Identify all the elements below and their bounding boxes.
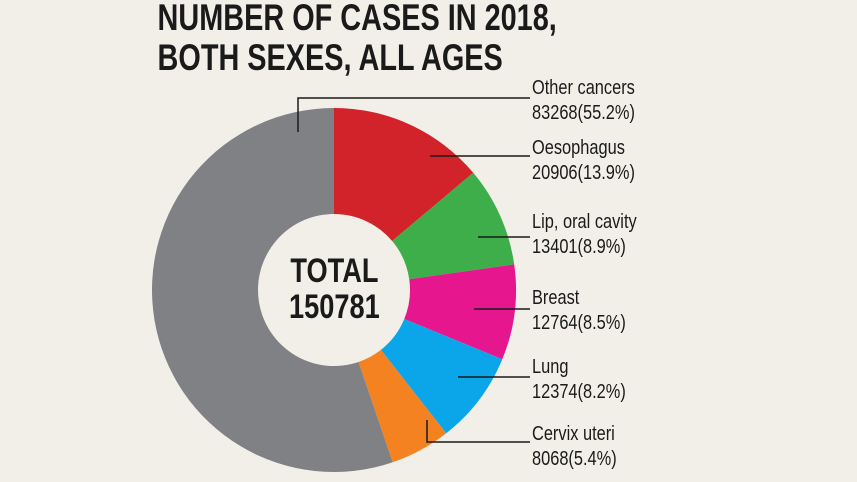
slice-label-name: Breast bbox=[532, 285, 579, 308]
leader-line bbox=[297, 97, 530, 132]
chart-title-line-2: BOTH SEXES, ALL AGES bbox=[158, 38, 503, 79]
slice-label-value: 12764(8.5%) bbox=[532, 310, 626, 333]
slice-label-name: Lip, oral cavity bbox=[532, 209, 637, 232]
center-total-label: TOTAL bbox=[290, 251, 378, 290]
slice-label-name: Other cancers bbox=[532, 75, 635, 98]
slice-label-name: Lung bbox=[532, 354, 568, 377]
slice-other-cancers bbox=[151, 108, 393, 472]
slice-cervix-uteri bbox=[358, 349, 447, 463]
slice-breast bbox=[404, 264, 516, 360]
slice-label-value: 12374(8.2%) bbox=[532, 379, 626, 402]
center-total-value: 150781 bbox=[289, 287, 380, 326]
slice-label-value: 8068(5.4%) bbox=[532, 446, 617, 469]
leader-line bbox=[426, 420, 530, 443]
slice-label-value: 13401(8.9%) bbox=[532, 234, 626, 257]
slice-label-name: Oesophagus bbox=[532, 135, 625, 158]
slice-lung bbox=[380, 318, 503, 434]
slice-label-value: 20906(13.9%) bbox=[532, 160, 635, 183]
slice-label-name: Cervix uteri bbox=[532, 421, 615, 444]
slice-label-value: 83268(55.2%) bbox=[532, 100, 635, 123]
slice-lip-oral-cavity bbox=[392, 172, 515, 280]
chart-title-line-1: NUMBER OF CASES IN 2018, bbox=[158, 0, 557, 39]
slice-oesophagus bbox=[334, 108, 474, 242]
